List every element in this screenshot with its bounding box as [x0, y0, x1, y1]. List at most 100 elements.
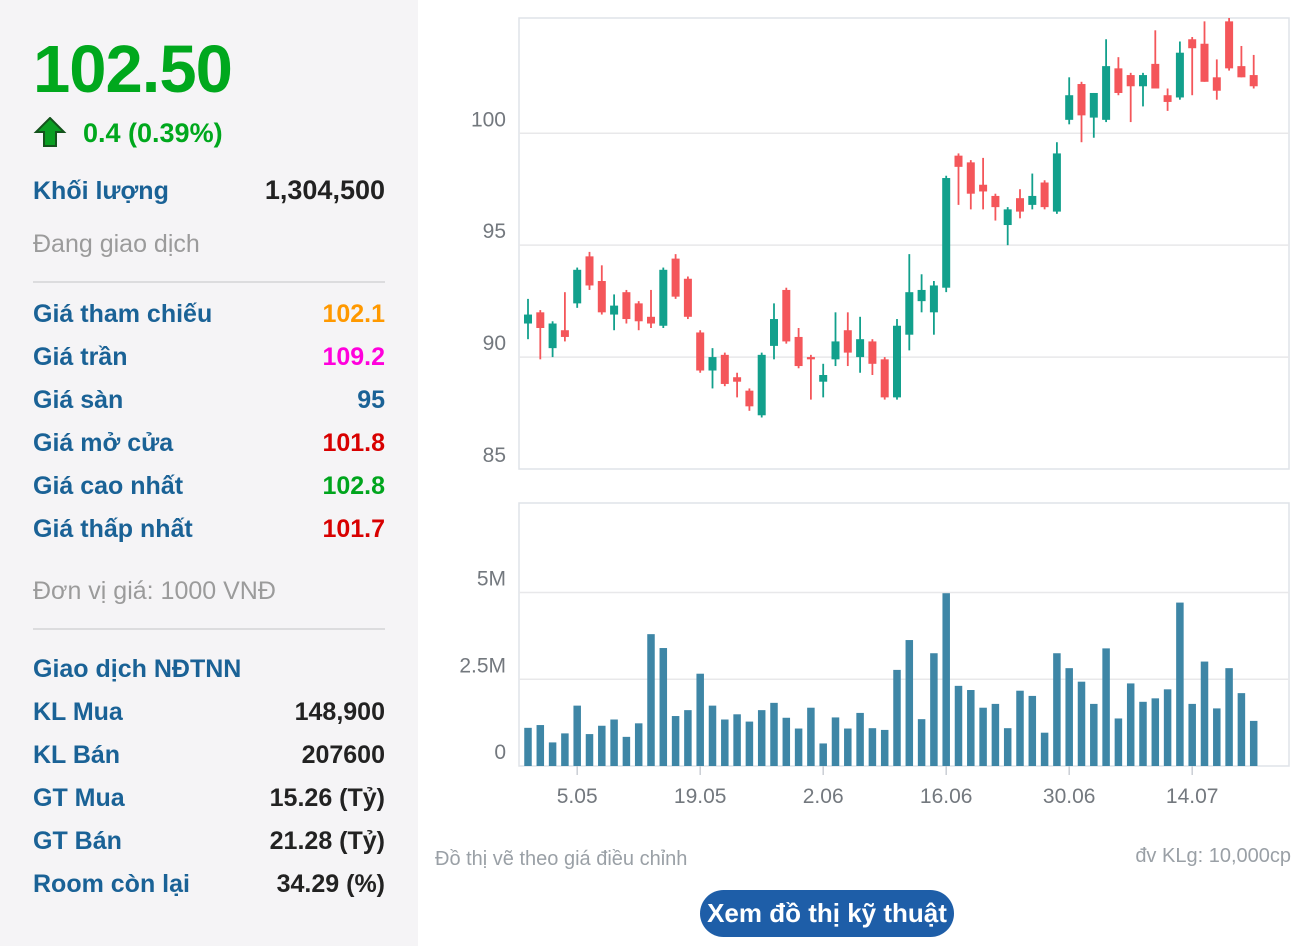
volume-bar [561, 733, 569, 766]
candle-body [1102, 66, 1111, 120]
candle-body [954, 155, 963, 167]
volume-bar [782, 717, 791, 766]
candle-body [1089, 92, 1098, 118]
candle-body [843, 330, 852, 353]
volume-label: Khối lượng [33, 177, 169, 205]
volume-bar [1065, 668, 1073, 766]
volume-bar [1213, 708, 1221, 766]
candle-body [659, 269, 668, 326]
price-row-floor: Giá sàn 95 [33, 379, 385, 422]
candle-body [880, 359, 889, 398]
volume-bar [708, 705, 717, 766]
candle-body [708, 357, 717, 371]
x-axis-label: 2.06 [803, 785, 844, 808]
price-unit-note: Đơn vị giá: 1000 VNĐ [33, 577, 276, 605]
volume-bar [684, 710, 692, 766]
candle-body [696, 332, 705, 371]
volume-axis-label: 5M [477, 568, 506, 591]
candle-body [683, 278, 692, 317]
candle-body [733, 377, 742, 382]
volume-bar [733, 714, 741, 766]
foreign-row-value: 148,900 [294, 698, 385, 726]
volume-bar [930, 653, 938, 766]
foreign-section-title: Giao dịch NĐTNN [33, 655, 242, 683]
volume-bar [1176, 602, 1184, 766]
foreign-row-room-left: Room còn lại 34.29 (%) [33, 863, 385, 906]
candle-body [1237, 66, 1246, 78]
candle-body [942, 178, 951, 288]
candle-body [536, 312, 545, 328]
last-price: 102.50 [33, 32, 233, 107]
volume-bar [1163, 689, 1172, 766]
candle-body [1163, 95, 1172, 102]
candle-body [610, 305, 619, 315]
volume-bar [1090, 703, 1098, 766]
foreign-row-label: GT Mua [33, 784, 125, 812]
candle-body [1151, 63, 1160, 89]
volume-bar [536, 725, 545, 766]
volume-bar [967, 690, 975, 766]
foreign-row-value: 21.28 (Tỷ) [269, 827, 385, 855]
x-axis-label: 16.06 [920, 785, 973, 808]
candle-body [1028, 195, 1037, 205]
volume-bar [585, 734, 594, 766]
candle-body [757, 354, 766, 416]
volume-bar [548, 742, 557, 766]
foreign-row-label: GT Bán [33, 827, 122, 855]
volume-bar [1102, 648, 1110, 766]
volume-bar [622, 736, 631, 766]
technical-chart-button[interactable]: Xem đồ thị kỹ thuật [700, 890, 954, 937]
volume-bar [757, 710, 766, 766]
price-chart-panel: 100 95 90 85 5M 2.5M 0 5.05 19.05 2.06 16.06 30.06 1… [418, 0, 1316, 946]
candle-body [560, 330, 569, 337]
candle-body [831, 341, 840, 360]
divider [33, 281, 385, 283]
volume-bar [524, 727, 532, 766]
quote-sidebar: 102.50 0.4 (0.39%) Khối lượng 1,304,500 … [0, 0, 418, 946]
volume-bar [831, 717, 840, 766]
candle-body [929, 285, 938, 313]
candle-body [966, 162, 975, 194]
volume-bar [844, 728, 852, 766]
volume-bar [1077, 681, 1086, 766]
volume-bar [905, 640, 914, 766]
foreign-row-label: KL Mua [33, 698, 123, 726]
price-row-reference: Giá tham chiếu 102.1 [33, 293, 385, 336]
candle-body [597, 280, 606, 313]
volume-value: 1,304,500 [264, 175, 385, 205]
price-row-label: Giá thấp nhất [33, 515, 193, 543]
candle-body [1003, 209, 1012, 226]
price-axis-label: 85 [483, 444, 506, 467]
candle-body [1077, 84, 1086, 116]
candle-body [622, 292, 631, 320]
x-axis-label: 14.07 [1166, 785, 1219, 808]
volume-bar [1249, 720, 1258, 766]
candle-body [1139, 75, 1147, 87]
candle-body [1225, 21, 1234, 69]
candle-body [905, 292, 914, 335]
volume-bars-group [524, 593, 1258, 766]
price-axis-label: 90 [483, 332, 506, 355]
volume-bar [942, 593, 950, 766]
candles-group [524, 18, 1258, 418]
price-row-value: 102.1 [322, 300, 385, 328]
volume-bar [893, 669, 901, 766]
price-row-value: 101.8 [322, 429, 385, 457]
volume-bar [1139, 701, 1147, 766]
foreign-row-sell-value: GT Bán 21.28 (Tỷ) [33, 820, 385, 863]
volume-bar [573, 705, 581, 766]
candle-body [868, 341, 877, 364]
volume-bar [1151, 698, 1160, 766]
volume-bar [917, 719, 926, 766]
foreign-row-buy-value: GT Mua 15.26 (Tỷ) [33, 777, 385, 820]
price-row-label: Giá mở cửa [33, 429, 174, 457]
candle-body [745, 390, 754, 407]
candle-body [634, 303, 643, 322]
volume-bar [794, 728, 803, 766]
price-row-label: Giá sàn [33, 386, 124, 414]
candle-body [524, 314, 532, 324]
price-change-row: 0.4 (0.39%) [33, 116, 385, 149]
volume-bar [770, 702, 778, 766]
volume-bar [807, 707, 815, 766]
